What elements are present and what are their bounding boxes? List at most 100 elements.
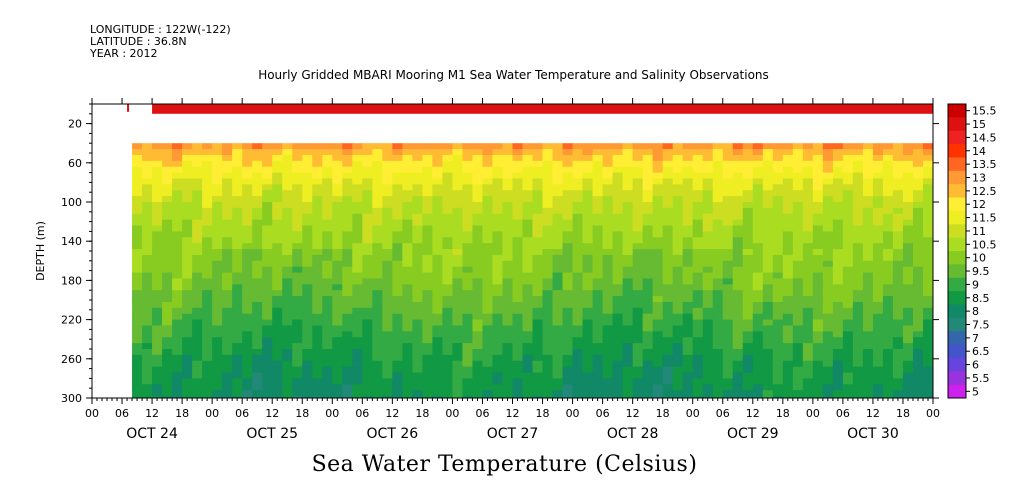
- temperature-cell: [772, 266, 784, 274]
- temperature-cell: [892, 290, 904, 297]
- temperature-cell: [362, 213, 373, 221]
- temperature-cell: [532, 260, 544, 268]
- temperature-cell: [812, 260, 824, 268]
- temperature-cell: [602, 184, 614, 191]
- temperature-cell: [152, 184, 163, 191]
- temperature-cell: [702, 396, 714, 398]
- temperature-cell: [292, 172, 303, 180]
- temperature-cell: [282, 154, 293, 162]
- temperature-cell: [852, 172, 864, 180]
- temperature-cell: [472, 207, 484, 215]
- temperature-cell: [792, 331, 804, 338]
- temperature-cell: [422, 149, 433, 156]
- temperature-cell: [522, 396, 534, 398]
- temperature-cell: [682, 178, 694, 185]
- temperature-cell: [622, 360, 634, 368]
- temperature-cell: [422, 231, 433, 238]
- temperature-cell: [162, 207, 173, 215]
- temperature-cell: [692, 166, 704, 174]
- temperature-cell: [742, 213, 754, 221]
- temperature-cell: [822, 213, 834, 221]
- colorbar-swatch: [948, 331, 966, 346]
- temperature-cell: [222, 266, 233, 274]
- temperature-cell: [402, 196, 413, 203]
- temperature-cell: [922, 231, 933, 238]
- x-axis: 00 06 12 18 00 06 12 18 00 06 12 18 00 06 12 18 00 06 12 18…: [85, 98, 940, 442]
- temperature-cell: [132, 243, 143, 250]
- temperature-cell: [402, 213, 413, 221]
- temperature-cell: [732, 396, 744, 398]
- temperature-cell: [632, 154, 644, 162]
- temperature-cell: [922, 213, 933, 221]
- temperature-cell: [482, 260, 494, 268]
- temperature-cell: [692, 319, 704, 327]
- temperature-cell: [592, 213, 604, 221]
- temperature-cell: [492, 296, 504, 303]
- temperature-cell: [712, 231, 724, 238]
- temperature-cell: [582, 178, 594, 185]
- temperature-cell: [192, 237, 203, 244]
- temperature-cell: [802, 166, 814, 174]
- temperature-cell: [422, 260, 433, 268]
- temperature-cell: [292, 202, 303, 209]
- temperature-cell: [612, 349, 624, 356]
- temperature-cell: [762, 354, 774, 362]
- temperature-cell: [402, 396, 413, 398]
- temperature-cell: [532, 360, 544, 368]
- temperature-cell: [442, 219, 454, 227]
- colorbar-swatch: [948, 157, 966, 172]
- temperature-cell: [312, 154, 323, 162]
- temperature-cell: [592, 184, 604, 191]
- temperature-cell: [372, 213, 383, 221]
- temperature-cell: [452, 296, 464, 303]
- temperature-cell: [672, 384, 684, 391]
- temperature-cell: [472, 243, 484, 250]
- temperature-cell: [632, 237, 644, 244]
- temperature-cell: [392, 307, 403, 315]
- temperature-cell: [712, 154, 724, 162]
- temperature-cell: [502, 266, 514, 274]
- temperature-cell: [212, 325, 223, 332]
- temperature-cell: [882, 178, 894, 185]
- temperature-cell: [832, 278, 844, 285]
- temperature-cell: [602, 213, 614, 221]
- temperature-cell: [552, 143, 564, 150]
- colorbar-swatch: [948, 291, 966, 305]
- temperature-cell: [162, 301, 173, 309]
- temperature-cell: [872, 266, 884, 274]
- temperature-cell: [282, 343, 293, 350]
- temperature-cell: [732, 301, 744, 309]
- temperature-cell: [552, 202, 564, 209]
- temperature-cell: [862, 290, 874, 297]
- temperature-cell: [662, 343, 674, 350]
- temperature-cell: [702, 231, 714, 238]
- temperature-cell: [562, 160, 574, 168]
- temperature-cell: [562, 249, 574, 256]
- temperature-cell: [852, 254, 864, 262]
- x-tick-label: 18: [175, 407, 189, 420]
- temperature-cell: [302, 213, 313, 221]
- temperature-cell: [722, 149, 734, 156]
- temperature-cell: [732, 202, 744, 209]
- temperature-cell: [142, 372, 153, 379]
- temperature-cell: [662, 372, 674, 379]
- temperature-cell: [582, 284, 594, 291]
- temperature-cell: [772, 331, 784, 338]
- temperature-cell: [252, 343, 263, 350]
- temperature-cell: [182, 166, 193, 174]
- temperature-cell: [912, 296, 924, 303]
- temperature-cell: [452, 231, 464, 238]
- temperature-cell: [232, 272, 243, 280]
- temperature-cell: [382, 337, 393, 344]
- temperature-cell: [782, 390, 794, 397]
- colorbar-swatch: [948, 197, 966, 212]
- temperature-cell: [312, 301, 323, 309]
- temperature-cell: [502, 143, 514, 150]
- temperature-cell: [292, 272, 303, 280]
- temperature-cell: [862, 160, 874, 168]
- temperature-cell: [792, 249, 804, 256]
- temperature-cell: [692, 160, 704, 168]
- temperature-cell: [242, 272, 253, 280]
- temperature-cell: [432, 190, 444, 197]
- temperature-cell: [812, 160, 824, 168]
